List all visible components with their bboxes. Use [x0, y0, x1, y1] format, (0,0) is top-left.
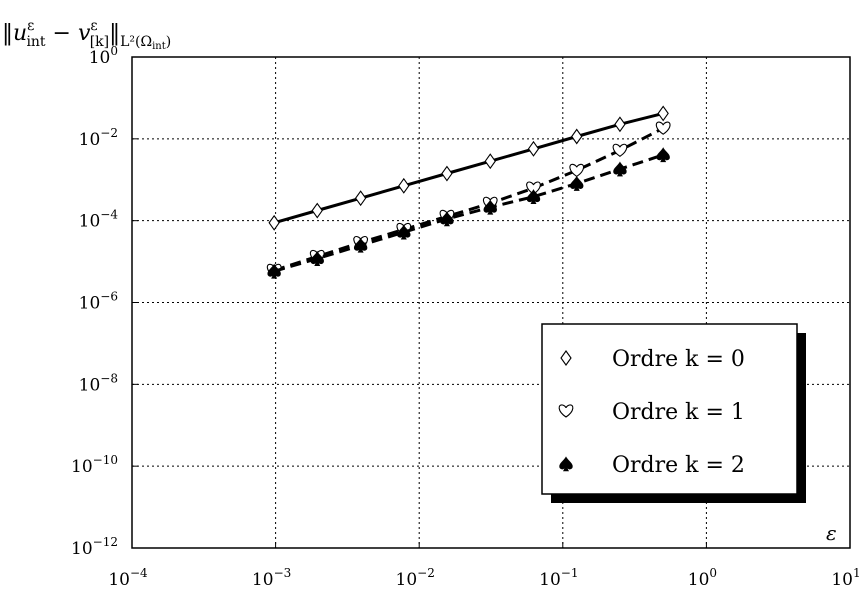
data-point-spade: [353, 237, 368, 253]
series-2: [267, 147, 670, 279]
y-tick-label: 100: [89, 44, 118, 68]
series-1: [266, 121, 671, 278]
legend-marker-heart-icon: [558, 404, 574, 418]
data-point-spade: [397, 224, 411, 240]
data-point-spade: [267, 263, 281, 279]
data-point-spade: [440, 211, 454, 227]
y-tick-label: 10−2: [79, 126, 118, 150]
x-tick-label: 10−1: [539, 566, 578, 590]
data-point-spade: [526, 189, 541, 205]
data-point-spade: [483, 199, 497, 215]
series-line: [273, 126, 664, 272]
legend-label: Ordre k = 1: [612, 400, 745, 425]
axis-ticks: 10−4 10−3 10−2 10−1 100 101 10−12 10−10 10−8 10−6…: [71, 44, 861, 590]
data-point-diamond: [571, 128, 583, 145]
data-point-diamond: [657, 105, 669, 122]
legend-marker-spade-icon: [559, 456, 573, 472]
x-tick-label: 10−4: [108, 566, 148, 590]
y-tick-label: 10−4: [79, 208, 119, 232]
legend: Ordre k = 0 Ordre k = 1 Ordre k = 2: [541, 323, 806, 503]
data-point-diamond: [484, 153, 496, 170]
data-point-diamond: [311, 202, 323, 219]
data-point-spade: [656, 147, 670, 163]
x-tick-label: 10−3: [252, 566, 291, 590]
y-tick-label: 10−8: [79, 371, 118, 395]
data-point-diamond: [398, 177, 410, 194]
data-point-heart: [569, 163, 585, 178]
x-tick-label: 10−2: [396, 566, 435, 590]
series-0: [268, 105, 669, 231]
data-point-spade: [570, 175, 584, 191]
series-layer: [266, 105, 671, 279]
legend-marker-diamond-icon: [560, 350, 572, 366]
series-line: [273, 111, 664, 225]
y-axis-title: ‖uε int − vε [k]‖L²(Ωint): [2, 18, 171, 52]
data-point-diamond: [268, 214, 280, 231]
data-point-heart: [612, 143, 628, 158]
legend-box: [541, 323, 798, 495]
x-axis-title: ε: [826, 521, 837, 545]
y-tick-label: 10−12: [71, 535, 118, 559]
data-point-spade: [613, 161, 627, 177]
y-tick-label: 10−10: [71, 453, 118, 477]
y-tick-label: 10−6: [79, 290, 118, 314]
plot-frame: [131, 56, 851, 549]
data-point-diamond: [527, 140, 540, 157]
data-point-heart: [655, 121, 671, 135]
data-point-diamond: [614, 116, 626, 133]
series-line: [273, 153, 664, 273]
data-point-diamond: [354, 190, 367, 207]
grid: [132, 57, 850, 548]
x-tick-label: 101: [831, 566, 860, 590]
x-tick-label: 100: [688, 566, 717, 590]
data-point-heart: [526, 181, 541, 195]
data-point-diamond: [441, 165, 453, 182]
legend-label: Ordre k = 0: [612, 347, 745, 372]
data-point-spade: [310, 250, 324, 266]
legend-label: Ordre k = 2: [612, 453, 745, 478]
